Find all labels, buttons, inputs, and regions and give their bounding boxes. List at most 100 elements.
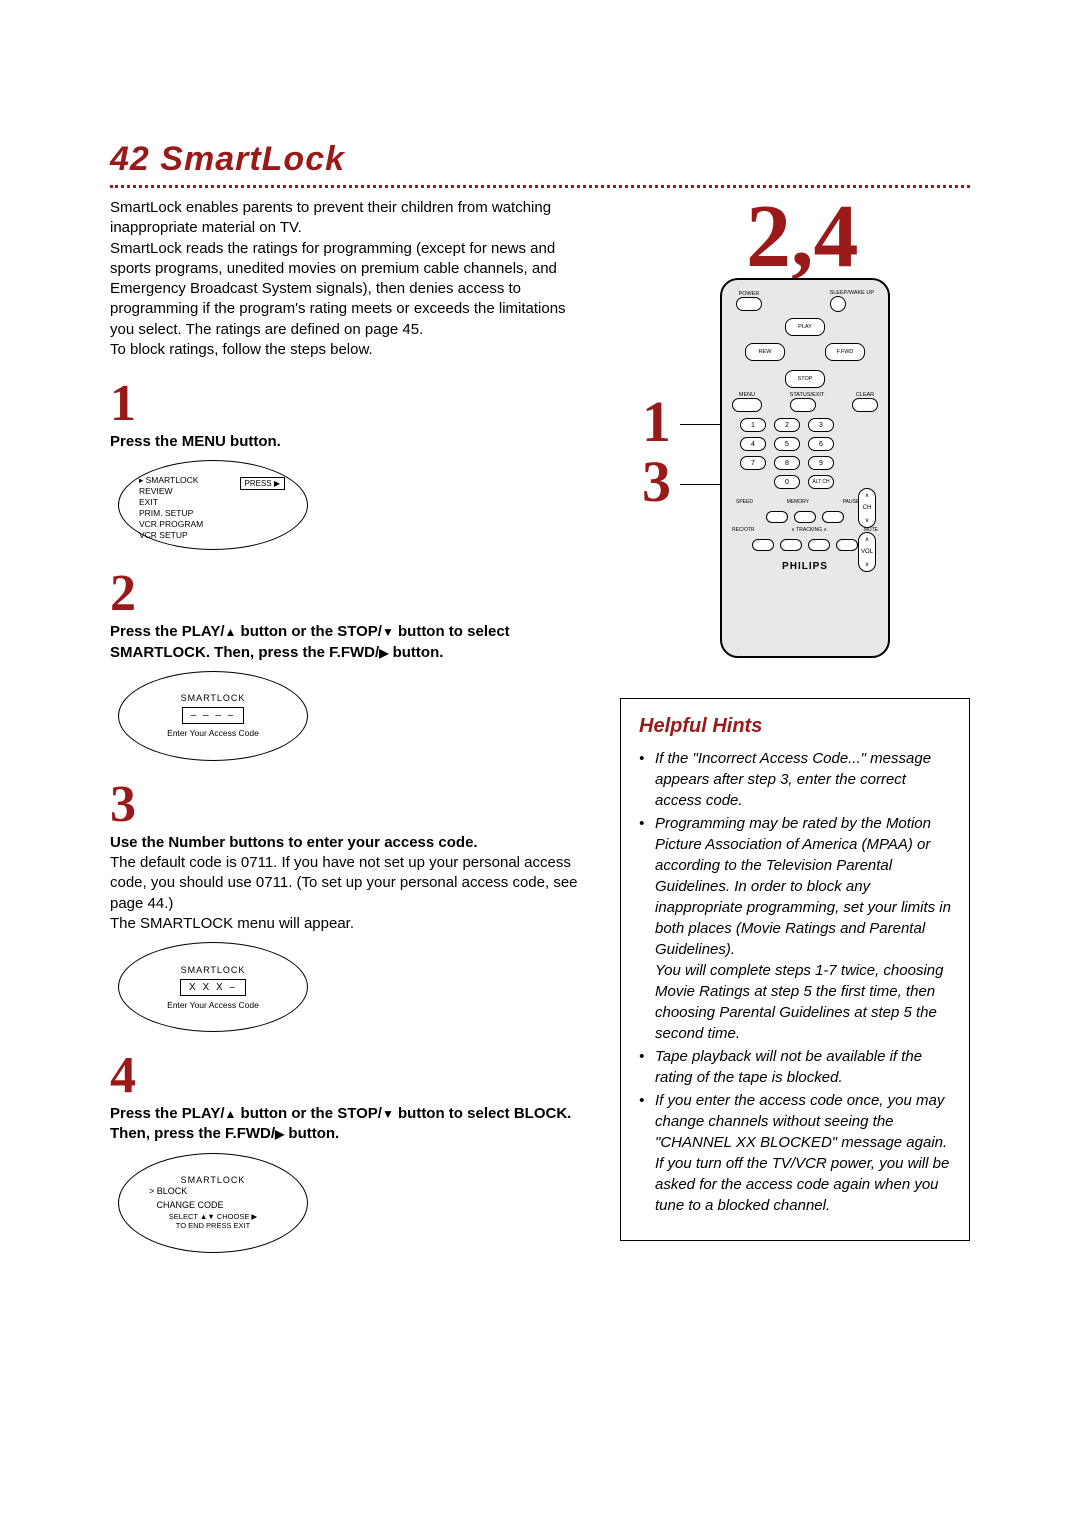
step-2-number: 2	[110, 568, 590, 620]
main-columns: SmartLock enables parents to prevent the…	[110, 198, 970, 1253]
vol-label: VOL	[861, 549, 873, 555]
screen-sub: Enter Your Access Code	[167, 728, 259, 738]
t: Press the PLAY/	[110, 1105, 225, 1122]
pause-button[interactable]	[822, 511, 844, 523]
foot-line: TO END PRESS EXIT	[169, 1221, 257, 1230]
callout-24: 2,4	[746, 192, 859, 282]
memory-label: MEMORY	[787, 499, 809, 505]
menu-item: VCR PROGRAM	[139, 519, 203, 530]
step-1-text: Press the MENU button.	[110, 432, 590, 452]
transport-dpad: PLAY REW F.FWD STOP	[745, 318, 865, 388]
memory-button[interactable]	[794, 511, 816, 523]
left-column: SmartLock enables parents to prevent the…	[110, 198, 590, 1253]
mute-button[interactable]	[836, 539, 858, 551]
clear-label: CLEAR	[852, 392, 878, 398]
step-2-screen: SMARTLOCK – – – – Enter Your Access Code	[118, 671, 308, 761]
menu-list: ▸ SMARTLOCK REVIEW EXIT PRIM. SETUP VCR …	[139, 475, 203, 541]
sleep-button[interactable]	[830, 296, 846, 312]
speed-label: SPEED	[736, 499, 753, 505]
callout-1: 1	[642, 388, 671, 455]
callout-3: 3	[642, 448, 671, 515]
rew-button[interactable]: REW	[745, 343, 785, 361]
speed-button[interactable]	[766, 511, 788, 523]
page-title: 42 SmartLock	[110, 140, 970, 179]
tracking-down-button[interactable]	[780, 539, 802, 551]
menu-item: EXIT	[139, 497, 203, 508]
step-1-number: 1	[110, 378, 590, 430]
hints-list: If the "Incorrect Access Code..." messag…	[639, 748, 951, 1216]
num-button[interactable]: 4	[740, 437, 766, 451]
screen-title: SMARTLOCK	[181, 693, 246, 703]
menu-item: ▸ SMARTLOCK	[139, 475, 203, 486]
menu-line: CHANGE CODE	[149, 1199, 277, 1213]
recotr-button[interactable]	[752, 539, 774, 551]
status-label: STATUS/EXIT	[790, 392, 825, 398]
menu-item-label: SMARTLOCK	[146, 475, 199, 485]
foot-line: SELECT ▲▼ CHOOSE ▶	[169, 1212, 257, 1221]
tracking-label: TRACKING	[796, 527, 822, 533]
up-triangle-icon	[225, 623, 237, 640]
down-triangle-icon	[382, 623, 394, 640]
num-button[interactable]: 2	[774, 418, 800, 432]
clear-button[interactable]	[852, 398, 878, 412]
menu-line: > BLOCK	[149, 1185, 277, 1199]
num-button[interactable]: 0	[774, 475, 800, 489]
menu-item: VCR SETUP	[139, 530, 203, 541]
tracking-up-button[interactable]	[808, 539, 830, 551]
screen-menu: > BLOCK CHANGE CODE	[137, 1185, 289, 1212]
menu-item: PRIM. SETUP	[139, 508, 203, 519]
helpful-hints-box: Helpful Hints If the "Incorrect Access C…	[620, 698, 970, 1241]
ch-rocker[interactable]: ∧CH∨	[858, 488, 876, 528]
screen-sub: Enter Your Access Code	[167, 1000, 259, 1010]
step-4-number: 4	[110, 1050, 590, 1102]
num-button[interactable]: 6	[808, 437, 834, 451]
num-button[interactable]: 9	[808, 456, 834, 470]
step-4-text: Press the PLAY/ button or the STOP/ butt…	[110, 1104, 590, 1145]
remote-diagram: 2,4 1 3 POWER SLEEP/WAKE UP	[660, 198, 890, 658]
hint-item: Tape playback will not be available if t…	[639, 1046, 951, 1088]
power-button[interactable]	[736, 297, 762, 311]
power-label: POWER	[736, 291, 762, 297]
hint-item: If the "Incorrect Access Code..." messag…	[639, 748, 951, 811]
status-button[interactable]	[790, 398, 816, 412]
screen-title: SMARTLOCK	[181, 1175, 246, 1185]
up-triangle-icon	[225, 1105, 237, 1122]
step-1-bold: Press the MENU button.	[110, 433, 281, 450]
num-button[interactable]: 7	[740, 456, 766, 470]
num-button[interactable]: 5	[774, 437, 800, 451]
num-button[interactable]: 8	[774, 456, 800, 470]
number-pad: 1 2 3 4 5 6 7 8 9 0 ALT CH	[740, 418, 888, 489]
step-1-screen: ▸ SMARTLOCK REVIEW EXIT PRIM. SETUP VCR …	[118, 460, 308, 550]
step-3-screen: SMARTLOCK X X X – Enter Your Access Code	[118, 942, 308, 1032]
ffwd-button[interactable]: F.FWD	[825, 343, 865, 361]
press-chip: PRESS ▶	[240, 477, 286, 490]
remote-top-row: POWER SLEEP/WAKE UP	[722, 290, 888, 312]
menu-label: MENU	[732, 392, 762, 398]
t: button.	[284, 1125, 339, 1142]
t: button.	[388, 644, 443, 661]
hint-item: If you enter the access code once, you m…	[639, 1090, 951, 1216]
menu-row: MENU STATUS/EXIT CLEAR	[722, 392, 888, 412]
ch-label: CH	[863, 505, 872, 511]
right-column: 2,4 1 3 POWER SLEEP/WAKE UP	[620, 198, 970, 1253]
right-triangle-icon	[275, 1125, 284, 1142]
step-4-screen: SMARTLOCK > BLOCK CHANGE CODE SELECT ▲▼ …	[118, 1153, 308, 1253]
down-triangle-icon	[382, 1105, 394, 1122]
side-rockers: ∧CH∨ ∧VOL∨	[858, 488, 876, 572]
num-button[interactable]: 1	[740, 418, 766, 432]
play-button[interactable]: PLAY	[785, 318, 825, 336]
vol-rocker[interactable]: ∧VOL∨	[858, 532, 876, 572]
page-heading: SmartLock	[160, 140, 345, 178]
stop-button[interactable]: STOP	[785, 370, 825, 388]
altch-button[interactable]: ALT CH	[808, 475, 834, 489]
screen-title: SMARTLOCK	[181, 965, 246, 975]
menu-button[interactable]	[732, 398, 762, 412]
t: button or the STOP/	[236, 623, 382, 640]
num-button[interactable]: 3	[808, 418, 834, 432]
screen-footer: SELECT ▲▼ CHOOSE ▶ TO END PRESS EXIT	[169, 1212, 257, 1230]
code-box: – – – –	[182, 707, 245, 724]
step-3-text: Use the Number buttons to enter your acc…	[110, 833, 590, 934]
page-number: 42	[110, 140, 150, 178]
recotr-label: REC/OTR	[732, 527, 755, 533]
step-3-body: The default code is 0711. If you have no…	[110, 854, 578, 932]
